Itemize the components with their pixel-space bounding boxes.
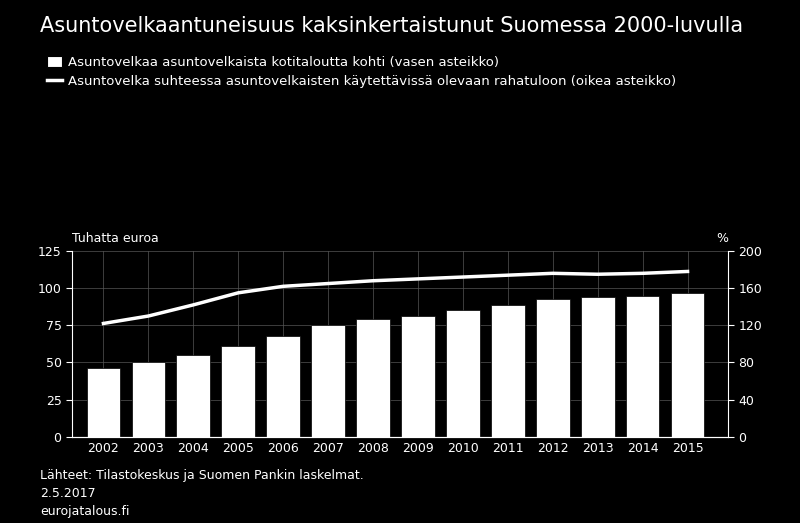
Bar <box>491 304 525 437</box>
Bar <box>222 346 255 437</box>
Bar <box>311 325 345 437</box>
Bar <box>356 320 390 437</box>
Bar <box>581 297 614 437</box>
Bar <box>266 336 300 437</box>
Bar <box>86 368 120 437</box>
Bar <box>131 362 166 437</box>
Bar <box>670 293 705 437</box>
Bar <box>446 311 480 437</box>
Bar <box>177 355 210 437</box>
Text: %: % <box>716 232 728 245</box>
Text: Tuhatta euroa: Tuhatta euroa <box>72 232 158 245</box>
Legend: Asuntovelkaa asuntovelkaista kotitaloutta kohti (vasen asteikko), Asuntovelka su: Asuntovelkaa asuntovelkaista kotitaloutt… <box>46 56 676 88</box>
Text: Lähteet: Tilastokeskus ja Suomen Pankin laskelmat.
2.5.2017
eurojatalous.fi: Lähteet: Tilastokeskus ja Suomen Pankin … <box>40 469 364 518</box>
Bar <box>536 299 570 437</box>
Bar <box>401 316 435 437</box>
Text: Asuntovelkaantuneisuus kaksinkertaistunut Suomessa 2000-luvulla: Asuntovelkaantuneisuus kaksinkertaistunu… <box>40 16 743 36</box>
Bar <box>626 295 659 437</box>
